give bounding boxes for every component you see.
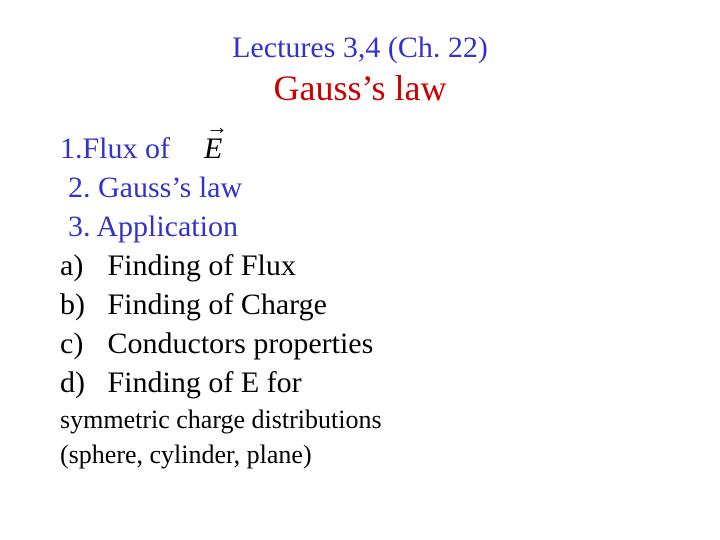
sub-text: Finding of Charge bbox=[108, 288, 327, 321]
sub-text: Finding of Flux bbox=[108, 249, 296, 282]
sub-text: Finding of E for bbox=[108, 366, 302, 399]
sub-text: Conductors properties bbox=[108, 327, 374, 360]
sub-letter: a) bbox=[60, 246, 100, 285]
sub-letter: d) bbox=[60, 363, 100, 402]
outline-sub-d: d) Finding of E for bbox=[60, 363, 660, 402]
outline-item-3: 3. Application bbox=[60, 207, 660, 246]
outline-sub-a: a) Finding of Flux bbox=[60, 246, 660, 285]
title-block: Lectures 3,4 (Ch. 22) Gauss’s law bbox=[60, 30, 660, 111]
outline-item-2: 2. Gauss’s law bbox=[60, 168, 660, 207]
vector-E: → E bbox=[204, 129, 223, 168]
vector-arrow-icon: → bbox=[206, 113, 229, 142]
outline: 1.Flux of → E 2. Gauss’s law 3. Applicat… bbox=[60, 129, 660, 472]
tail-line-2: (sphere, cylinder, plane) bbox=[60, 437, 660, 472]
outline-sub-b: b) Finding of Charge bbox=[60, 285, 660, 324]
lecture-line: Lectures 3,4 (Ch. 22) bbox=[60, 30, 660, 66]
topic-line: Gauss’s law bbox=[60, 66, 660, 111]
outline-item-1: 1.Flux of → E bbox=[60, 129, 660, 168]
sub-letter: c) bbox=[60, 324, 100, 363]
tail-line-1: symmetric charge distributions bbox=[60, 402, 660, 437]
outline-sub-c: c) Conductors properties bbox=[60, 324, 660, 363]
slide: Lectures 3,4 (Ch. 22) Gauss’s law 1.Flux… bbox=[0, 0, 720, 540]
outline-item-1-text: 1.Flux of bbox=[60, 129, 170, 168]
sub-letter: b) bbox=[60, 285, 100, 324]
